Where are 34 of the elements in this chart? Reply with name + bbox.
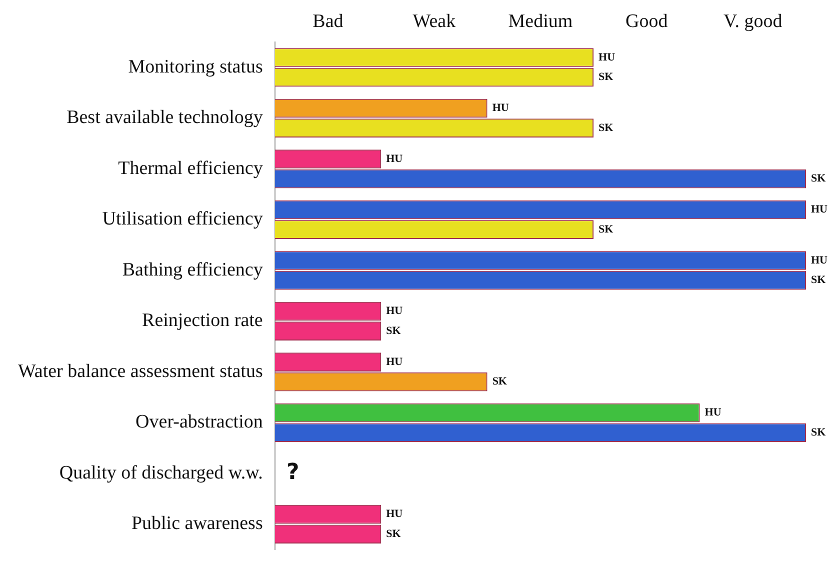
text: HU bbox=[386, 356, 403, 368]
text: HU bbox=[811, 254, 828, 266]
series-label: HU bbox=[598, 51, 616, 64]
text: HU bbox=[811, 204, 828, 216]
text: HU bbox=[386, 152, 403, 165]
text: Good bbox=[626, 10, 668, 32]
text: SK bbox=[811, 426, 826, 438]
text: SK bbox=[598, 122, 614, 134]
y-tick-label: Over-abstraction bbox=[136, 412, 264, 433]
text: Medium bbox=[508, 10, 573, 32]
text: HU bbox=[386, 305, 403, 318]
text: SK bbox=[492, 376, 507, 388]
text: SK bbox=[811, 274, 826, 286]
y-tick-label: Thermal efficiency bbox=[118, 158, 264, 179]
y-tick-label: Best available technology bbox=[66, 107, 264, 128]
annotation: ? bbox=[286, 460, 300, 486]
y-tick-label: Reinjection rate bbox=[142, 310, 263, 332]
text: SK bbox=[386, 324, 401, 337]
y-tick-label: Monitoring status bbox=[128, 56, 263, 78]
text: Weak bbox=[412, 10, 456, 32]
y-tick-label: Water balance assessment status bbox=[18, 360, 263, 382]
text: SK bbox=[811, 172, 826, 185]
text: V. good bbox=[723, 10, 783, 32]
text: HU bbox=[704, 406, 722, 419]
text: SK bbox=[386, 528, 401, 540]
text: HU bbox=[492, 102, 509, 114]
y-tick-label: Utilisation efficiency bbox=[102, 208, 264, 230]
y-tick-label: Bathing efficiency bbox=[122, 259, 264, 280]
series-label: SK bbox=[598, 71, 614, 84]
text: SK bbox=[598, 223, 614, 236]
y-tick-label: Public awareness bbox=[131, 513, 263, 534]
text: HU bbox=[386, 508, 403, 520]
text: Bad bbox=[312, 10, 344, 32]
y-tick-label: Quality of discharged w.w. bbox=[59, 462, 263, 484]
